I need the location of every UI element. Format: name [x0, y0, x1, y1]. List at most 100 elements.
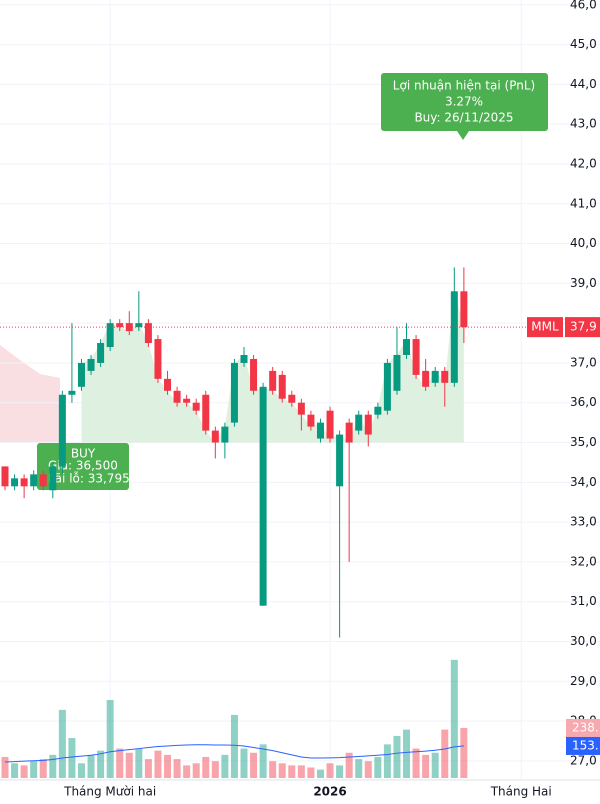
candle-body [183, 398, 191, 403]
y-tick-label: 46,0 [570, 0, 597, 11]
volume-bar [460, 727, 468, 778]
price-name-box [527, 317, 563, 338]
candle-body [221, 426, 229, 443]
volume-bar [412, 748, 420, 778]
volume-label: 238. [572, 720, 599, 734]
volume-bar [336, 765, 344, 778]
buy-line: Giá: 36,500 [48, 459, 118, 473]
candle-body [11, 478, 19, 487]
buy-line: Lãi lỗ: 33,795.5 [48, 472, 141, 486]
y-tick-label: 37,0 [570, 355, 597, 369]
candle-body [250, 358, 258, 391]
candle-body [77, 362, 85, 387]
volume-bar [345, 752, 353, 778]
volume-bar [403, 729, 411, 778]
volume-bar [183, 765, 191, 778]
candle-body [49, 466, 57, 491]
pnl-box: Lợi nhuận hiện tại (PnL) 3.27% Buy: 26/11/… [381, 73, 548, 140]
volume-bar [441, 729, 449, 778]
volume-bar [297, 765, 305, 778]
candle-body [316, 422, 324, 439]
candle-body [20, 478, 28, 487]
candle-body [154, 339, 162, 379]
volume-bar [1, 756, 9, 778]
y-tick-label: 42,0 [570, 156, 597, 170]
volume-bar [278, 763, 286, 778]
volume-bar [87, 754, 95, 778]
volume-bar [125, 752, 133, 778]
candle-body [230, 362, 238, 423]
candle-body [39, 474, 47, 487]
y-tick-label: 35,0 [570, 435, 597, 449]
y-tick-label: 43,0 [570, 117, 597, 131]
candle-body [135, 323, 143, 328]
volume-bar [393, 735, 401, 778]
volume-bar [374, 756, 382, 778]
volume-bar [49, 754, 57, 778]
loss-area [0, 345, 60, 443]
candle-body [336, 434, 344, 487]
candle-body [164, 378, 172, 391]
candle-body [58, 394, 66, 467]
y-tick-label: 40,0 [570, 236, 597, 250]
price-label-box [565, 317, 600, 338]
x-tick-label: Tháng Mười hai [63, 785, 156, 799]
candle-body [144, 323, 152, 344]
x-tick-label: Tháng Hai [490, 785, 552, 799]
volume-bar [422, 754, 430, 778]
volume-bar [355, 759, 363, 778]
candle-body [269, 370, 277, 391]
volume-bar [154, 750, 162, 778]
pnl-bg [381, 73, 548, 131]
y-tick-label: 33,0 [570, 515, 597, 529]
candle-body [68, 390, 76, 395]
candle-body [364, 414, 372, 435]
y-tick-label: 31,0 [570, 594, 597, 608]
volume-label-box [566, 718, 600, 737]
y-tick-label: 29,0 [570, 674, 597, 688]
candle-body [441, 370, 449, 383]
pnl-date: Buy: 26/11/2025 [414, 111, 513, 125]
pnl-title: Lợi nhuận hiện tại (PnL) [393, 79, 535, 93]
volume-bar [364, 761, 372, 778]
candle-body [106, 323, 114, 348]
y-tick-label: 27,0 [570, 753, 597, 767]
volume-bar [173, 759, 181, 778]
candle-body [116, 323, 124, 328]
candle-body [173, 390, 181, 403]
candle-body [374, 406, 382, 415]
y-tick-label: 41,0 [570, 196, 597, 210]
volume-bar [202, 756, 210, 778]
candle-body [297, 402, 305, 415]
volume-bar [135, 748, 143, 778]
y-tick-label: 30,0 [570, 634, 597, 648]
volume-bar [230, 714, 238, 778]
candle-body [1, 466, 9, 487]
volume-bar [450, 659, 458, 778]
y-tick-label: 36,0 [570, 395, 597, 409]
pnl-value: 3.27% [445, 95, 483, 109]
candle-body [393, 354, 401, 391]
volume-bar [211, 761, 219, 778]
volume-bar [20, 765, 28, 778]
volume-bar [77, 763, 85, 778]
pnl-pointer [457, 131, 469, 140]
volume-bar [269, 761, 277, 778]
volume-bar [11, 763, 19, 778]
candle-body [412, 339, 420, 375]
volume-bar [30, 761, 38, 778]
candle-body [326, 410, 334, 439]
candle-body [288, 394, 296, 403]
price-label: 37,9 [570, 320, 597, 334]
volume-bar [307, 767, 315, 778]
y-tick-label: 44,0 [570, 77, 597, 91]
candle-body [403, 339, 411, 355]
candle-body [383, 362, 391, 411]
candle-body [240, 354, 248, 363]
volume-bar [316, 769, 324, 778]
candle-body [211, 430, 219, 443]
volume-bar [240, 748, 248, 778]
candle-body [30, 474, 38, 487]
candle-body [192, 402, 200, 411]
